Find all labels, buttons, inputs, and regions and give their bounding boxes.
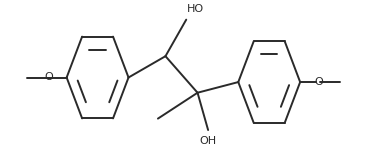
Text: HO: HO (187, 4, 204, 14)
Text: OH: OH (200, 136, 217, 146)
Text: O: O (314, 77, 323, 87)
Text: O: O (44, 73, 53, 82)
